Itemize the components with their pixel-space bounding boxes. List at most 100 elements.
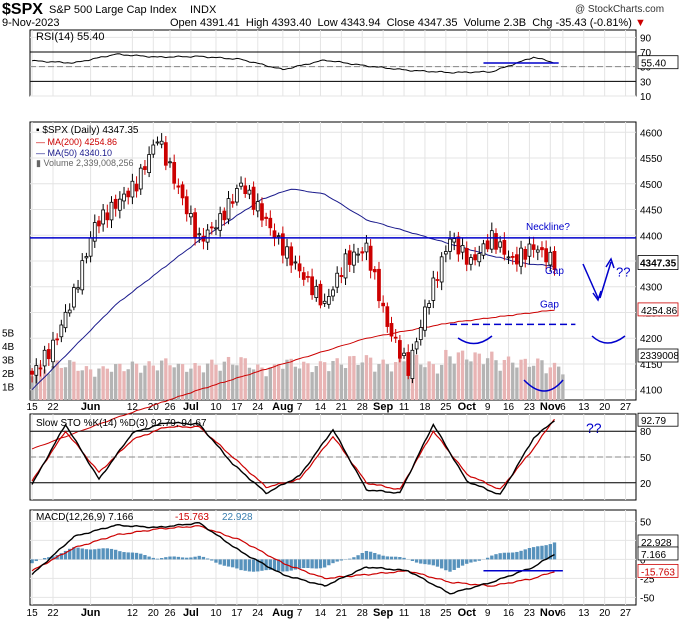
macd-histogram-bar	[201, 556, 206, 560]
macd-histogram-bar	[139, 553, 143, 560]
macd-histogram-bar	[172, 556, 176, 560]
candle-body	[264, 216, 268, 219]
candle-body	[168, 161, 172, 164]
ma200-legend: — MA(200) 4254.86	[36, 137, 117, 147]
macd-histogram-bar	[435, 559, 440, 567]
volume-bar	[122, 371, 126, 400]
candle-body	[460, 245, 465, 253]
candle-body	[377, 268, 381, 302]
macd-histogram-bar	[126, 552, 130, 560]
sto-value-box	[637, 412, 679, 427]
volume-bar	[381, 359, 385, 400]
candle-body	[138, 167, 143, 190]
macd-histogram-bar	[176, 556, 181, 560]
volume-bar	[101, 366, 105, 400]
volume-value-label: 2339008	[640, 351, 679, 362]
volume-bar	[477, 353, 481, 400]
macd-value-label: 22.928	[641, 538, 672, 549]
macd-histogram-bar	[189, 557, 193, 560]
volume-bar	[109, 371, 114, 400]
sto-value-label: 92.79	[641, 416, 666, 427]
volume-bar	[322, 362, 327, 400]
y-tick-label: 4550	[640, 154, 663, 165]
macd-histogram-bar	[389, 556, 394, 560]
candle-body	[260, 203, 264, 221]
candle-body	[280, 233, 285, 256]
macd-value-label: 7.166	[641, 550, 666, 561]
macd-histogram-bar	[185, 557, 189, 560]
volume-bar	[168, 365, 172, 400]
candle-body	[38, 367, 43, 370]
candle-body	[122, 193, 126, 202]
x-tick-label: 10	[210, 608, 222, 619]
rsi-legend: RSI(14) 55.40	[36, 31, 104, 43]
candle-body	[34, 365, 39, 376]
y-tick-label: 30	[640, 77, 652, 88]
volume-bar	[143, 365, 147, 400]
y-tick-label: 0	[640, 555, 646, 566]
macd-histogram-bar	[63, 550, 68, 560]
candle-body	[88, 237, 93, 257]
macd-histogram-bar	[410, 559, 415, 562]
macd-histogram-bar	[494, 554, 498, 560]
volume-bar	[469, 361, 473, 400]
sto-k-line	[31, 420, 555, 495]
y-tick-label: -50	[640, 593, 655, 604]
candle-body	[527, 243, 532, 257]
volume-bar	[427, 361, 431, 400]
macd-histogram-bar	[540, 545, 544, 560]
candle-body	[289, 246, 294, 266]
chg-label: Chg	[532, 17, 553, 29]
macd-histogram-bar	[377, 554, 381, 560]
candle-body	[76, 287, 80, 290]
volume-tick-label: 1B	[2, 383, 15, 394]
y-tick-label: 4450	[640, 206, 663, 217]
macd-value-box	[637, 563, 679, 578]
macd-histogram-bar	[368, 551, 373, 560]
volume-tick-label: 4B	[2, 342, 15, 353]
volume-bar	[544, 373, 548, 400]
candle-body	[494, 233, 498, 250]
macd-histogram-bar	[143, 555, 147, 560]
volume-bar	[364, 355, 369, 400]
macd-histogram-bar	[364, 550, 369, 560]
candle-body	[322, 300, 327, 304]
candle-body	[398, 340, 402, 359]
candle-body	[163, 142, 168, 166]
exchange-label: INDX	[190, 4, 217, 16]
candle-body	[134, 183, 139, 192]
macd-histogram-bar	[485, 557, 490, 560]
candle-body	[46, 349, 51, 360]
volume-bar	[377, 364, 381, 400]
candle-body	[318, 283, 323, 306]
candle-body	[393, 336, 398, 339]
macd-histogram-bar	[444, 559, 448, 571]
x-tick-label: 21	[336, 608, 348, 619]
x-tick-label: 25	[440, 402, 452, 413]
volume-bar	[444, 349, 448, 400]
volume-bar	[159, 360, 164, 400]
macd-histogram-bar	[256, 559, 260, 572]
candle-body	[197, 233, 202, 236]
volume-bar	[306, 363, 310, 400]
macd-histogram-bar	[42, 558, 47, 560]
candle-body	[209, 226, 214, 229]
volume-bar	[465, 359, 469, 400]
volume-bar	[105, 368, 109, 400]
candle-body	[448, 238, 452, 252]
macd-histogram-bar	[101, 548, 105, 560]
candle-body	[531, 244, 536, 250]
volume-bar	[293, 366, 298, 400]
candle-body	[285, 246, 289, 259]
ma200-value-label: 4254.86	[641, 306, 678, 317]
volume-bar	[431, 364, 435, 400]
candle-body	[201, 235, 206, 242]
date-label: 9-Nov-2023	[2, 17, 60, 29]
up-arrow-line	[599, 261, 612, 299]
candle-body	[519, 247, 523, 267]
macd-histogram-bar	[394, 556, 398, 560]
volume-bar	[531, 365, 536, 400]
y-tick-label: 70	[640, 48, 652, 59]
volume-bar	[552, 362, 557, 400]
